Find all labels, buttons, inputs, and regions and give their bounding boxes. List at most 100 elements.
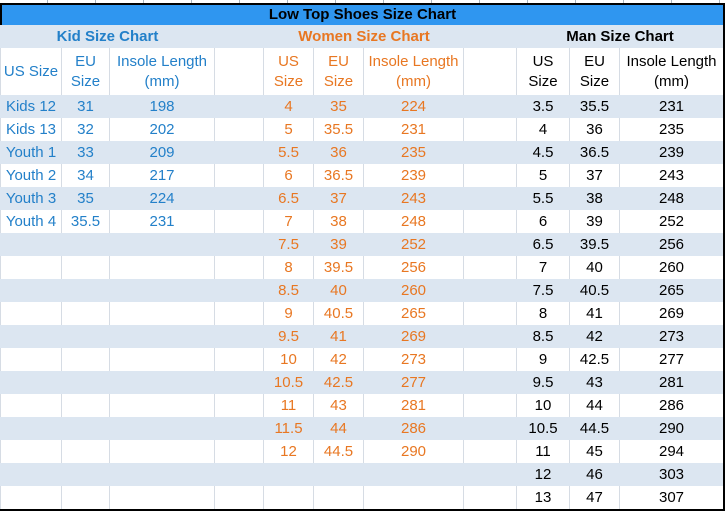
cell-man-us: 10.5 (528, 420, 558, 437)
cell-man-eu: 38 (586, 190, 603, 207)
cell-kid-us (0, 417, 62, 440)
section-title-women: Women Size Chart (298, 28, 430, 45)
cell-kid-eu (62, 371, 110, 394)
cell-man-us: 5.5 (532, 190, 554, 207)
cell-women-eu: 37 (330, 190, 347, 207)
cell-kid-eu (62, 233, 110, 256)
cell-man-insole: 277 (658, 351, 685, 368)
cell-man-us: 8 (517, 302, 570, 325)
cell-man-us: 3.5 (532, 98, 554, 115)
cell-women-insole: 260 (400, 282, 427, 299)
spacer-cell (215, 394, 264, 417)
spacer-cell (215, 118, 264, 141)
spacer-cell (464, 95, 517, 118)
cell-man-us: 12 (534, 466, 552, 483)
cell-women-insole: 269 (400, 328, 427, 345)
cell-man-eu: 42.5 (570, 348, 620, 371)
table-body: Kids 12 31 198 4 35 224 3.5 35.5 231 Kids 13 32 202… (0, 95, 723, 509)
cell-kid-eu (62, 486, 110, 509)
cell-man-us: 9 (517, 348, 570, 371)
cell-women-eu: 38 (314, 210, 364, 233)
cell-kid-eu (62, 348, 110, 371)
spacer-cell (215, 141, 264, 164)
cell-kid-us (0, 233, 62, 256)
cell-women-insole: 231 (364, 118, 464, 141)
spacer-cell (464, 417, 517, 440)
cell-women-eu: 35 (330, 98, 347, 115)
cell-man-insole: 269 (658, 305, 685, 322)
spacer-cell (215, 25, 264, 48)
table-row: Youth 1 33 209 5.5 36 235 4.5 36.5 239 (0, 141, 723, 164)
cell-kid-insole (110, 279, 215, 302)
cell-kid-us: Youth 4 (0, 210, 62, 233)
cell-women-us: 5 (264, 118, 314, 141)
cell-kid-eu (62, 417, 110, 440)
cell-women-us: 10 (264, 348, 314, 371)
cell-man-eu: 43 (586, 374, 603, 391)
table-row: Youth 2 34 217 6 36.5 239 5 37 243 (0, 164, 723, 187)
cell-man-insole: 265 (658, 282, 685, 299)
cell-man-us: 13 (517, 486, 570, 509)
spacer-cell (464, 187, 517, 210)
cell-women-insole: 256 (364, 256, 464, 279)
spacer-cell (464, 463, 517, 486)
table-row: 11.5 44 286 10.5 44.5 290 (0, 417, 723, 440)
cell-kid-us (0, 302, 62, 325)
cell-kid-eu (62, 302, 110, 325)
table-row: 9 40.5 265 8 41 269 (0, 302, 723, 325)
spacer-cell (464, 302, 517, 325)
cell-man-eu: 46 (586, 466, 603, 483)
cell-women-us: 12 (264, 440, 314, 463)
cell-women-insole (364, 486, 464, 509)
cell-kid-us: Youth 1 (5, 144, 57, 161)
cell-women-eu (314, 463, 364, 486)
section-title-man: Man Size Chart (566, 28, 674, 45)
column-header-row: US Size EU Size Insole Length (mm) US Si… (0, 48, 723, 95)
table-row: Kids 13 32 202 5 35.5 231 4 36 235 (0, 118, 723, 141)
cell-women-insole: 235 (400, 144, 427, 161)
cell-women-us: 6.5 (278, 190, 299, 207)
cell-women-eu: 41 (330, 328, 347, 345)
cell-women-us: 8 (264, 256, 314, 279)
cell-man-insole: 231 (658, 98, 685, 115)
cell-women-insole (364, 463, 464, 486)
table-row: Kids 12 31 198 4 35 224 3.5 35.5 231 (0, 95, 723, 118)
cell-kid-insole: 217 (110, 164, 215, 187)
cell-kid-us (0, 463, 62, 486)
header-women-insole-length: Insole Length (mm) (364, 48, 464, 95)
cell-man-insole: 286 (658, 397, 685, 414)
cell-man-eu: 39 (570, 210, 620, 233)
cell-kid-eu: 35 (77, 190, 94, 207)
spacer-cell (464, 210, 517, 233)
spacer-cell (464, 48, 517, 95)
cell-women-us: 4 (284, 98, 293, 115)
cell-man-eu: 47 (570, 486, 620, 509)
cell-man-eu: 40 (570, 256, 620, 279)
cell-kid-insole: 202 (110, 118, 215, 141)
cell-kid-insole (110, 394, 215, 417)
cell-man-insole: 273 (658, 328, 685, 345)
cell-women-eu: 35.5 (314, 118, 364, 141)
spacer-cell (464, 141, 517, 164)
cell-kid-insole (110, 233, 215, 256)
cell-man-us: 6.5 (532, 236, 554, 253)
cell-man-insole: 252 (658, 213, 685, 230)
cell-women-insole: 290 (364, 440, 464, 463)
cell-man-us: 7.5 (532, 282, 554, 299)
spacer-cell (215, 371, 264, 394)
cell-women-us: 9.5 (278, 328, 299, 345)
header-man-eu-size: EU Size (570, 48, 620, 95)
cell-kid-insole: 231 (110, 210, 215, 233)
cell-kid-eu (62, 256, 110, 279)
spacer-cell (464, 25, 517, 48)
spacer-cell (464, 486, 517, 509)
cell-women-us: 9 (264, 302, 314, 325)
spacer-cell (464, 118, 517, 141)
cell-man-eu: 44.5 (579, 420, 610, 437)
cell-man-insole: 260 (658, 259, 685, 276)
cell-women-eu: 44.5 (314, 440, 364, 463)
cell-kid-insole: 198 (149, 98, 175, 115)
cell-man-insole: 294 (658, 443, 685, 460)
cell-kid-us (0, 440, 62, 463)
cell-women-eu: 40 (330, 282, 347, 299)
